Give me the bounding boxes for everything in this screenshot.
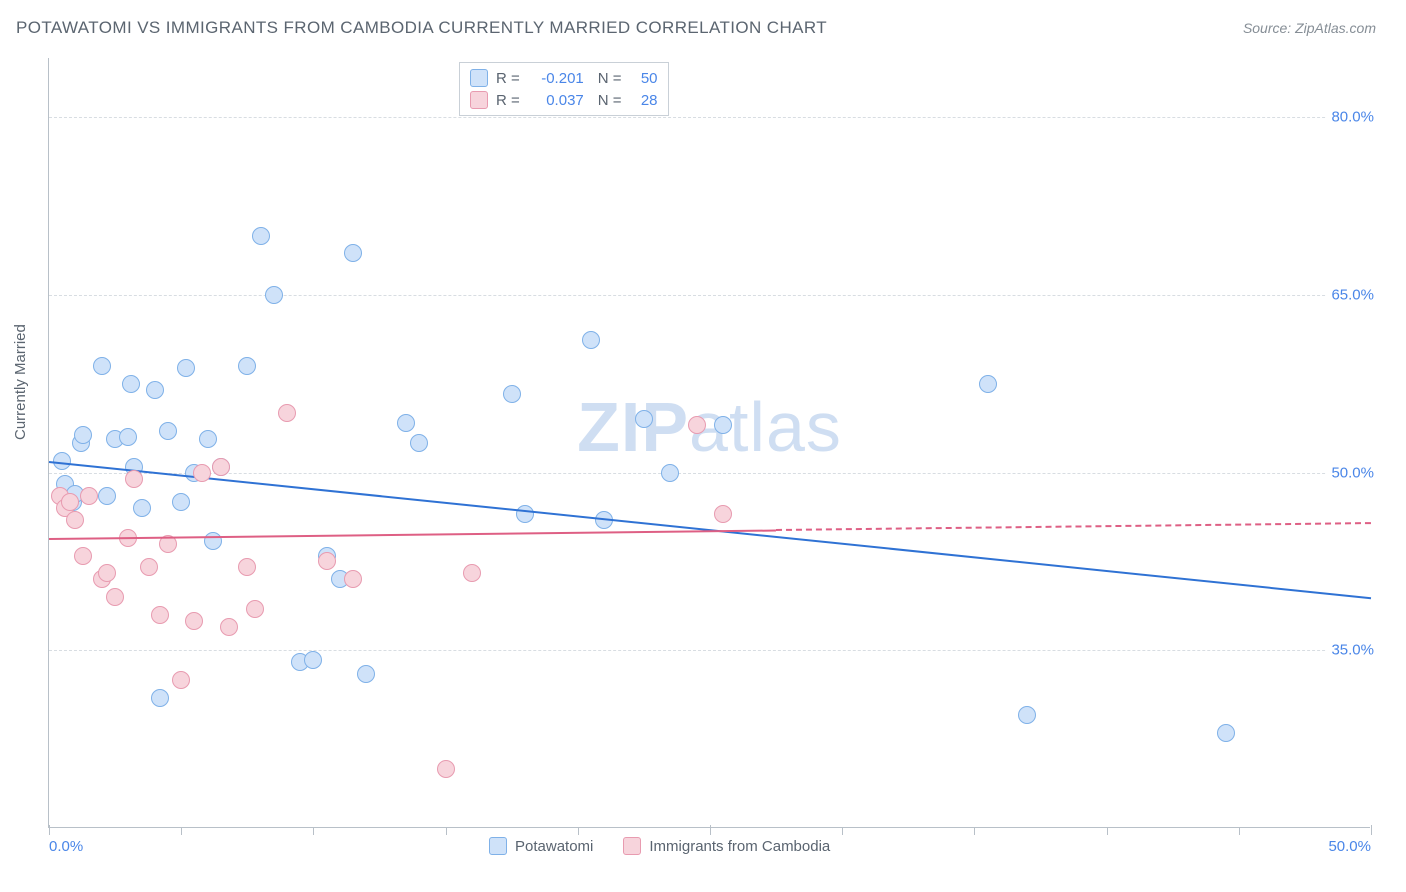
scatter-point (119, 428, 137, 446)
scatter-point (979, 375, 997, 393)
scatter-point (661, 464, 679, 482)
y-tick-label: 35.0% (1327, 642, 1378, 659)
stats-row-series-2: R = 0.037 N = 28 (470, 89, 658, 111)
plot-area: ZIPatlas R = -0.201 N = 50 R = 0.037 N =… (48, 58, 1370, 828)
n-value-2: 28 (630, 92, 658, 109)
scatter-point (125, 470, 143, 488)
scatter-point (278, 404, 296, 422)
scatter-point (106, 588, 124, 606)
stats-legend: R = -0.201 N = 50 R = 0.037 N = 28 (459, 62, 669, 116)
gridline (49, 295, 1370, 296)
scatter-point (304, 651, 322, 669)
gridline (49, 473, 1370, 474)
x-tick-minor (578, 827, 579, 835)
scatter-point (252, 227, 270, 245)
scatter-point (265, 286, 283, 304)
stats-row-series-1: R = -0.201 N = 50 (470, 67, 658, 89)
gridline (49, 650, 1370, 651)
x-tick-minor (974, 827, 975, 835)
legend-swatch-2 (623, 837, 641, 855)
legend-item-1: Potawatomi (489, 837, 593, 855)
scatter-point (199, 430, 217, 448)
scatter-point (122, 375, 140, 393)
scatter-point (318, 552, 336, 570)
n-value-1: 50 (630, 70, 658, 87)
scatter-point (146, 381, 164, 399)
scatter-point (238, 558, 256, 576)
scatter-point (516, 505, 534, 523)
y-tick-label: 65.0% (1327, 286, 1378, 303)
r-value-1: -0.201 (528, 70, 584, 87)
watermark: ZIPatlas (577, 387, 842, 467)
x-tick (1371, 825, 1372, 835)
scatter-point (93, 357, 111, 375)
y-tick-label: 80.0% (1327, 109, 1378, 126)
scatter-point (397, 414, 415, 432)
scatter-point (74, 547, 92, 565)
scatter-point (98, 564, 116, 582)
scatter-point (140, 558, 158, 576)
bottom-legend: Potawatomi Immigrants from Cambodia (489, 837, 830, 855)
trend-line (49, 529, 776, 539)
scatter-point (463, 564, 481, 582)
scatter-point (151, 606, 169, 624)
r-value-2: 0.037 (528, 92, 584, 109)
y-tick-label: 50.0% (1327, 464, 1378, 481)
x-tick-minor (1239, 827, 1240, 835)
chart-title: POTAWATOMI VS IMMIGRANTS FROM CAMBODIA C… (16, 18, 827, 38)
scatter-point (133, 499, 151, 517)
scatter-point (1018, 706, 1036, 724)
scatter-point (159, 422, 177, 440)
scatter-point (220, 618, 238, 636)
scatter-point (437, 760, 455, 778)
scatter-point (193, 464, 211, 482)
scatter-point (185, 612, 203, 630)
x-tick-minor (181, 827, 182, 835)
scatter-point (688, 416, 706, 434)
scatter-point (1217, 724, 1235, 742)
scatter-point (212, 458, 230, 476)
y-axis-label: Currently Married (12, 324, 29, 440)
scatter-point (151, 689, 169, 707)
source-attribution: Source: ZipAtlas.com (1243, 20, 1376, 36)
x-tick-minor (710, 827, 711, 835)
x-tick-minor (446, 827, 447, 835)
scatter-point (172, 671, 190, 689)
scatter-point (98, 487, 116, 505)
swatch-series-2 (470, 91, 488, 109)
scatter-point (74, 426, 92, 444)
scatter-point (61, 493, 79, 511)
trend-line (776, 522, 1371, 531)
scatter-point (410, 434, 428, 452)
scatter-point (246, 600, 264, 618)
swatch-series-1 (470, 69, 488, 87)
legend-item-2: Immigrants from Cambodia (623, 837, 830, 855)
scatter-point (357, 665, 375, 683)
scatter-point (714, 505, 732, 523)
scatter-point (714, 416, 732, 434)
scatter-point (172, 493, 190, 511)
gridline (49, 117, 1370, 118)
x-tick-minor (1107, 827, 1108, 835)
scatter-point (238, 357, 256, 375)
scatter-point (635, 410, 653, 428)
x-tick (49, 825, 50, 835)
legend-swatch-1 (489, 837, 507, 855)
x-tick-minor (842, 827, 843, 835)
x-tick-minor (313, 827, 314, 835)
scatter-point (503, 385, 521, 403)
scatter-point (344, 244, 362, 262)
scatter-point (344, 570, 362, 588)
x-tick-label: 0.0% (49, 838, 83, 855)
scatter-point (66, 511, 84, 529)
scatter-point (80, 487, 98, 505)
scatter-point (582, 331, 600, 349)
scatter-point (204, 532, 222, 550)
scatter-point (177, 359, 195, 377)
x-tick-label: 50.0% (1328, 838, 1371, 855)
